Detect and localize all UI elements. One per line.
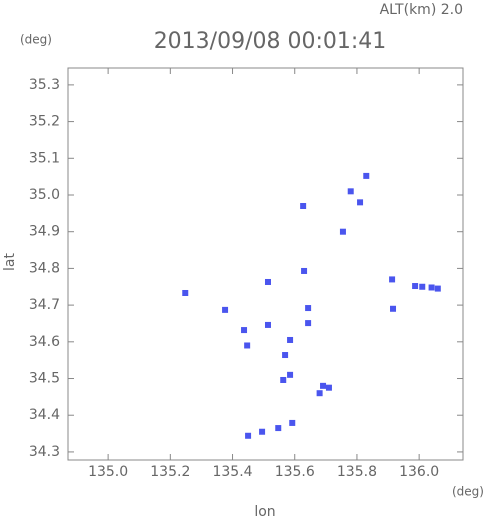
echo [339, 228, 346, 235]
echo [320, 382, 327, 389]
echo [275, 425, 282, 432]
echo [222, 306, 229, 313]
x-tick-label: 135.6 [275, 464, 315, 480]
echo [264, 278, 271, 285]
echo [244, 342, 251, 349]
echo [434, 285, 441, 292]
y-tick-label: 35.2 [29, 114, 60, 130]
echo [300, 203, 307, 210]
echo [389, 276, 396, 283]
y-unit: (deg) [20, 33, 52, 47]
echo [287, 336, 294, 343]
echo [289, 419, 296, 426]
y-tick-label: 35.0 [29, 187, 60, 203]
echo [363, 172, 370, 179]
echo [412, 283, 419, 290]
echo [282, 352, 289, 359]
subtitle: ALT(km) 2.0 [380, 2, 463, 18]
echo [305, 305, 312, 312]
echo [264, 321, 271, 328]
y-tick-label: 34.7 [29, 297, 60, 313]
x-tick-label: 136.0 [399, 464, 439, 480]
y-axis-label: lat [2, 253, 18, 271]
x-tick-label: 135.8 [337, 464, 377, 480]
y-tick-label: 35.1 [29, 150, 60, 166]
echo [259, 428, 266, 435]
echo [241, 327, 248, 334]
x-tick-label: 135.2 [150, 464, 190, 480]
y-tick-label: 34.4 [29, 407, 60, 423]
y-tick-label: 34.8 [29, 260, 60, 276]
echo [357, 199, 364, 206]
x-unit: (deg) [452, 485, 484, 499]
y-tick-label: 34.9 [29, 224, 60, 240]
echo [182, 289, 189, 296]
y-tick-label: 34.5 [29, 371, 60, 387]
echo [287, 371, 294, 378]
echo [347, 188, 354, 195]
echo [428, 284, 435, 291]
echo [390, 305, 397, 312]
echo [245, 432, 252, 439]
x-tick-label: 135.0 [88, 464, 128, 480]
x-axis-label: lon [254, 504, 275, 520]
echo [305, 320, 312, 327]
echo [419, 283, 426, 290]
plot-frame [67, 67, 464, 461]
x-tick-label: 135.4 [212, 464, 252, 480]
y-tick-label: 34.6 [29, 334, 60, 350]
y-tick-label: 34.3 [29, 444, 60, 460]
chart-title: 2013/09/08 00:01:41 [154, 29, 387, 54]
echo [301, 267, 308, 274]
echo [325, 384, 332, 391]
echo [280, 376, 287, 383]
echo [316, 390, 323, 397]
y-tick-label: 35.3 [29, 77, 60, 93]
